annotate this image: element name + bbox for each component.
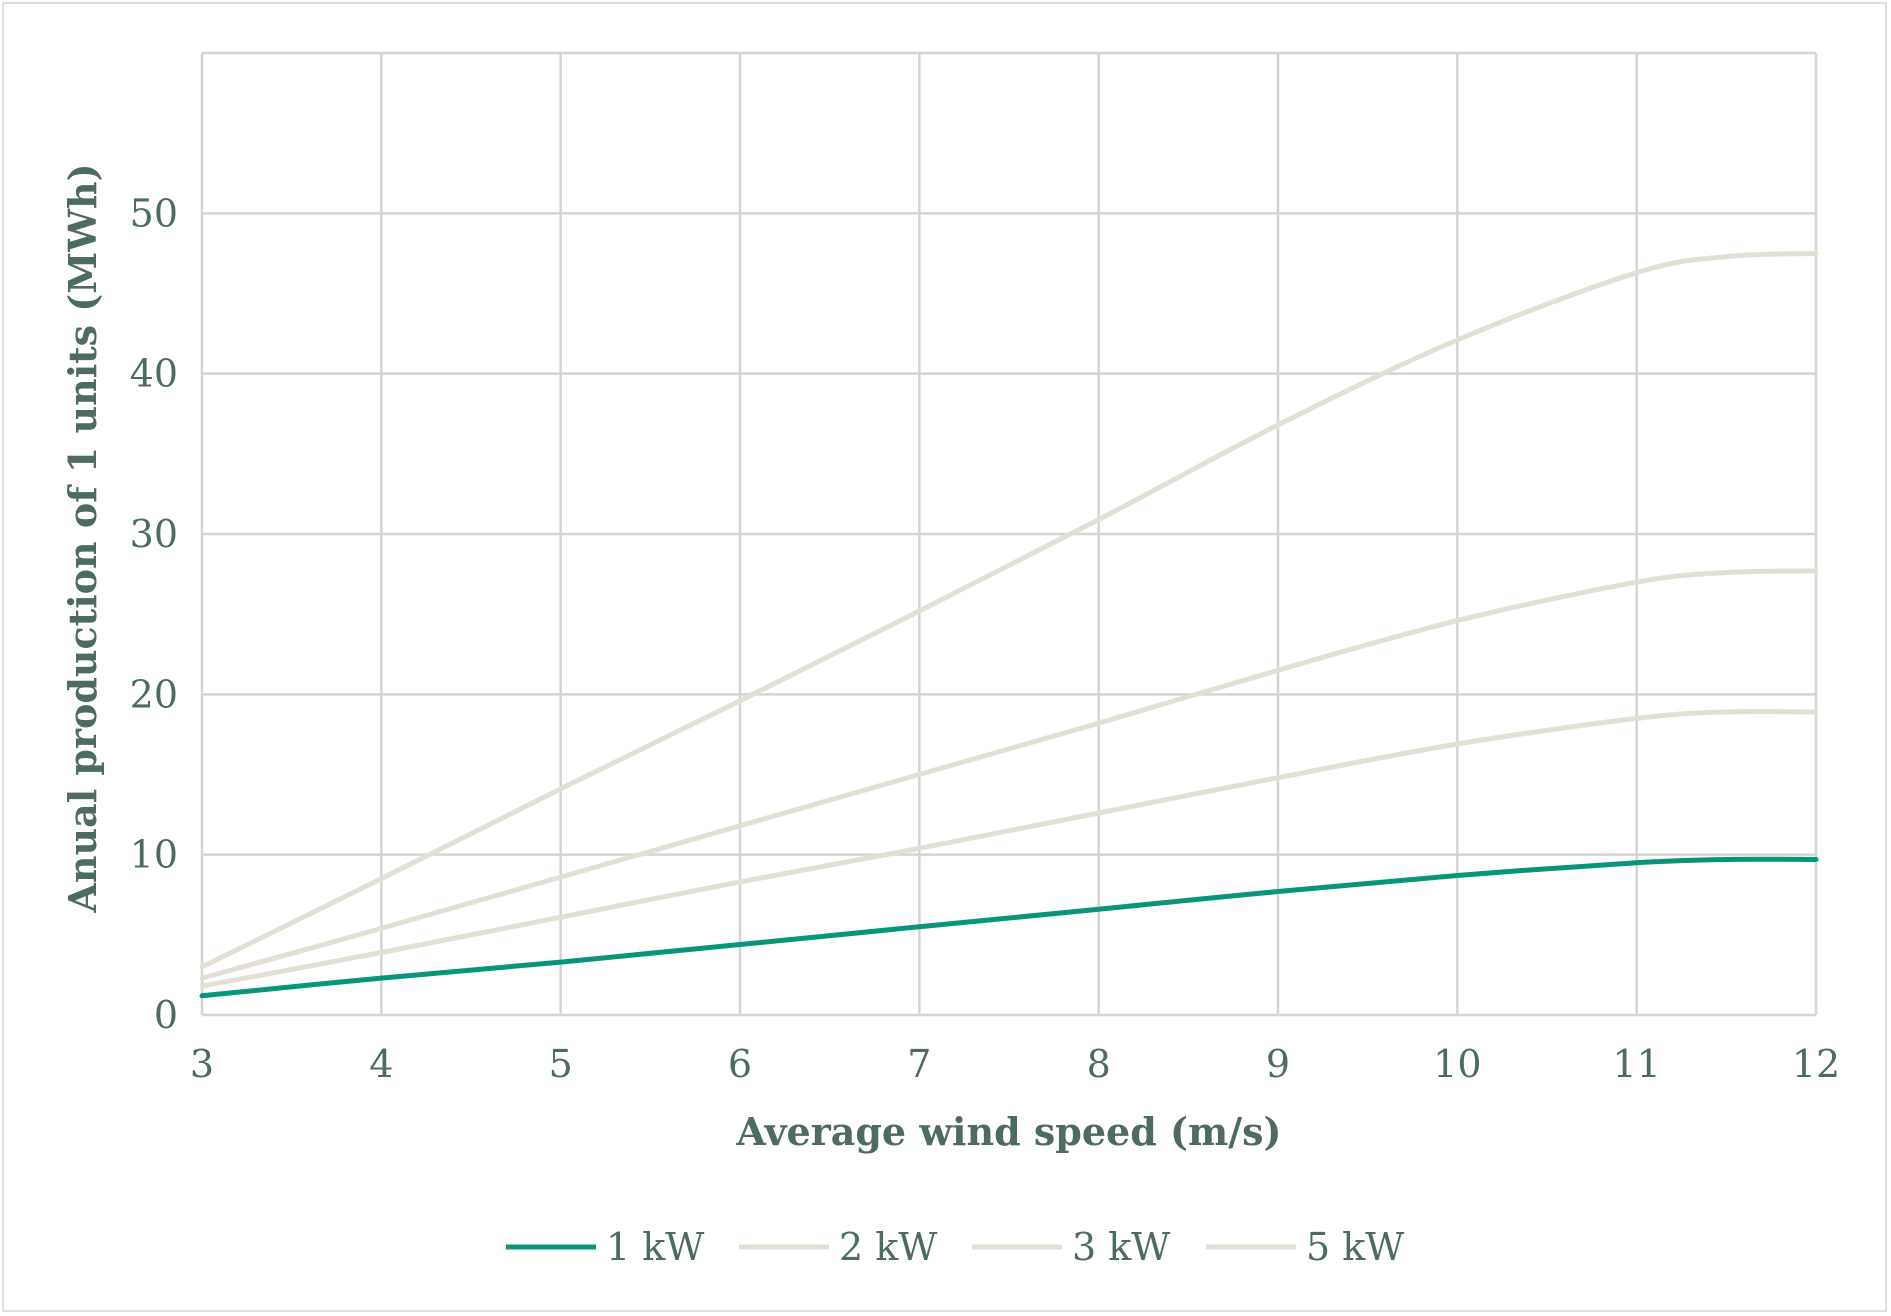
gridlines [200,51,1818,1017]
x-axis-title: Average wind speed (m/s) [736,1109,1282,1154]
x-tick-label: 12 [1792,1042,1840,1086]
x-tick-label: 7 [907,1042,931,1086]
y-axis-title: Anual production of 1 units (MWh) [60,163,105,913]
y-tick-label: 20 [130,672,178,716]
x-tick-label: 3 [190,1042,214,1086]
legend: 1 kW 2 kW 3 kW 5 kW [506,1225,1404,1269]
series-line-3kw [199,568,1819,981]
y-tick-labels: 0 10 20 30 40 50 [130,191,178,1037]
x-tick-label: 5 [549,1042,573,1086]
series-line-2kw [199,709,1819,989]
series-line-1kw [199,856,1819,999]
legend-label: 2 kW [839,1225,937,1269]
legend-label: 3 kW [1072,1225,1170,1269]
series-line-5kw [199,250,1819,970]
y-tick-label: 40 [130,352,178,396]
y-tick-label: 30 [130,512,178,556]
x-tick-label: 6 [728,1042,752,1086]
x-tick-label: 10 [1433,1042,1481,1086]
x-tick-label: 11 [1612,1042,1660,1086]
y-tick-label: 50 [130,191,178,235]
x-tick-label: 8 [1087,1042,1111,1086]
series-lines [199,250,1819,999]
x-tick-label: 9 [1266,1042,1290,1086]
legend-label: 1 kW [606,1225,704,1269]
legend-label: 5 kW [1306,1225,1404,1269]
y-tick-label: 0 [154,993,178,1037]
x-tick-label: 4 [369,1042,393,1086]
y-tick-label: 10 [130,833,178,877]
x-tick-labels: 3 4 5 6 7 8 9 10 11 12 [190,1042,1840,1086]
